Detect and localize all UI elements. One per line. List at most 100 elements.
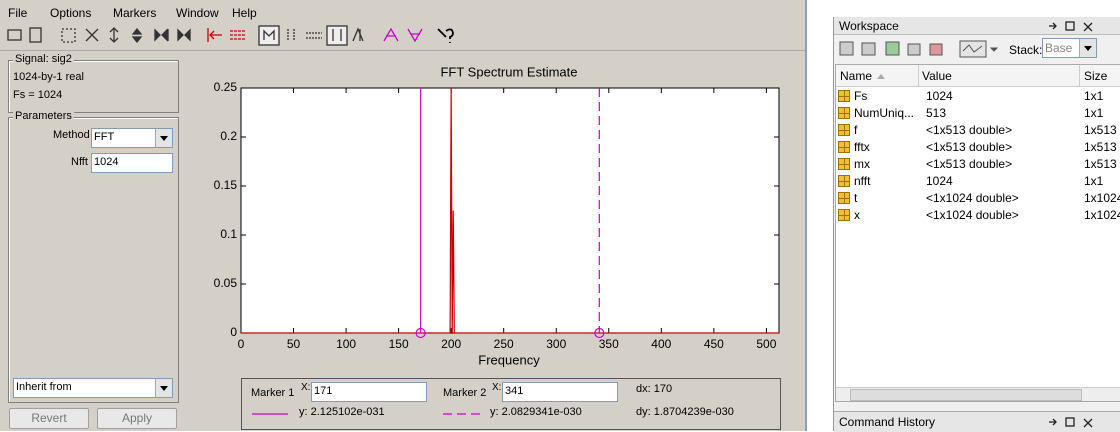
nfft-input[interactable]: 1024 <box>91 153 173 173</box>
y-tick-label: 0.25 <box>214 80 238 94</box>
spectrum-line <box>241 87 779 334</box>
workspace-row[interactable]: fftx <1x513 double> 1x513 <box>836 139 1120 156</box>
close-icon[interactable] <box>1083 22 1093 32</box>
marker1-x: 171 <box>314 385 333 397</box>
horz-marker-icon[interactable] <box>306 32 322 39</box>
maximize-icon[interactable] <box>1065 21 1075 31</box>
cell: 1024 <box>926 174 953 188</box>
marker2-x: 341 <box>505 385 524 397</box>
save-icon[interactable] <box>907 43 921 56</box>
y-tick-label: 0.05 <box>214 276 238 290</box>
var-icon <box>838 209 850 221</box>
column-header[interactable]: Size <box>1084 69 1108 83</box>
menu-item[interactable]: Markers <box>113 6 157 20</box>
track-icon[interactable] <box>326 25 348 46</box>
var-icon <box>838 192 850 204</box>
vert-marker-icon[interactable] <box>287 29 295 41</box>
var-icon <box>838 107 850 119</box>
zoom-x-out-icon[interactable] <box>177 28 191 42</box>
x-tick-label: 50 <box>287 337 301 351</box>
marker2-y: y: 2.0829341e-030 <box>490 406 582 418</box>
window-controls <box>1049 417 1093 428</box>
close-icon[interactable] <box>1083 418 1093 428</box>
command-history-title: Command History <box>839 415 936 429</box>
open-icon[interactable] <box>861 42 876 56</box>
x-tick-label: 300 <box>546 337 566 351</box>
undock-icon[interactable] <box>1049 22 1057 30</box>
dropdown-arrow[interactable] <box>155 379 172 397</box>
workspace-row[interactable]: NumUniq... 513 1x1 <box>836 105 1120 122</box>
workspace-row[interactable]: mx <1x513 double> 1x513 <box>836 156 1120 173</box>
revert-button[interactable]: Revert <box>9 408 89 429</box>
workspace-row[interactable]: Fs 1024 1x1 <box>836 88 1120 105</box>
cell: fftx <box>854 140 870 154</box>
cell: <1x1024 double> <box>926 208 1019 222</box>
menu-item[interactable]: Help <box>232 6 257 20</box>
track-glyph <box>332 29 342 41</box>
method-dropdown[interactable]: FFT <box>91 128 173 148</box>
undock-icon[interactable] <box>1049 418 1057 426</box>
new-var-icon[interactable] <box>839 41 854 56</box>
col-divider <box>918 65 919 86</box>
plot-area <box>240 87 780 334</box>
dropdown-arrow[interactable] <box>1079 39 1096 57</box>
marker1-x-input[interactable]: 171 <box>311 382 427 402</box>
column-header[interactable]: Name <box>840 69 873 83</box>
valleys-icon[interactable] <box>407 28 423 43</box>
cell: Fs <box>854 89 868 103</box>
workspace-row[interactable]: t <1x1024 double> 1x1024 <box>836 190 1120 207</box>
zoom-icon[interactable] <box>85 28 99 42</box>
menu-item[interactable]: Options <box>50 6 92 20</box>
import-icon[interactable] <box>885 41 900 56</box>
plot-glyph <box>962 44 983 53</box>
y-tick-label: 0.2 <box>220 129 237 143</box>
zoom-x-icon[interactable] <box>154 28 169 42</box>
scroll-thumb[interactable] <box>850 389 1082 401</box>
method-label: Method <box>53 129 90 141</box>
workspace-row[interactable]: nfft 1024 1x1 <box>836 173 1120 190</box>
stack-dropdown[interactable]: Base <box>1042 38 1097 58</box>
arrow-icon[interactable] <box>207 28 222 42</box>
y-tick-label: 0 <box>230 325 237 339</box>
plot-icon[interactable] <box>959 40 987 58</box>
print-icon[interactable] <box>7 29 22 41</box>
apply-button[interactable]: Apply <box>97 408 177 429</box>
workspace-row[interactable]: x <1x1024 double> 1x1024 <box>836 207 1120 224</box>
delete-icon[interactable] <box>929 43 943 56</box>
menu-item[interactable]: File <box>8 6 28 20</box>
cell: 1024 <box>926 89 953 103</box>
x-prefix: X: <box>301 382 311 393</box>
h-scrollbar[interactable] <box>836 387 1120 401</box>
menu-bar: File Options Markers Window Help <box>0 4 805 22</box>
cell: <1x513 double> <box>926 157 1013 171</box>
menu-item[interactable]: Window <box>176 6 219 20</box>
slope-icon[interactable] <box>352 27 364 42</box>
var-icon <box>838 158 850 170</box>
cell: mx <box>854 157 870 171</box>
inherit-dropdown[interactable]: Inherit from <box>13 378 173 398</box>
x-tick-label: 150 <box>389 337 409 351</box>
workspace-row[interactable]: f <1x513 double> 1x513 <box>836 122 1120 139</box>
marker-point <box>415 327 426 339</box>
maximize-icon[interactable] <box>1065 417 1075 427</box>
x-tick-label: 200 <box>441 337 461 351</box>
dx-text: dx: 170 <box>636 383 673 395</box>
var-icon <box>838 124 850 136</box>
help-icon[interactable] <box>437 28 454 43</box>
select-icon[interactable] <box>61 28 76 43</box>
cell: 1x1024 <box>1084 208 1120 222</box>
peaks-icon[interactable] <box>383 27 399 42</box>
plot-drop[interactable] <box>989 47 999 52</box>
cell: NumUniq... <box>854 106 915 120</box>
x-tick-label: 0 <box>238 337 245 351</box>
column-header[interactable]: Value <box>922 69 952 83</box>
marker2-x-input[interactable]: 341 <box>502 382 618 402</box>
cell: 1x513 <box>1084 157 1117 171</box>
lines-icon[interactable] <box>230 30 246 40</box>
zoom-y-out-icon[interactable] <box>131 27 143 44</box>
preview-icon[interactable] <box>29 27 42 43</box>
x-prefix: X: <box>492 382 502 393</box>
marker2-sample <box>443 413 481 415</box>
zoom-y-icon[interactable] <box>109 27 119 43</box>
dropdown-arrow[interactable] <box>155 129 172 147</box>
